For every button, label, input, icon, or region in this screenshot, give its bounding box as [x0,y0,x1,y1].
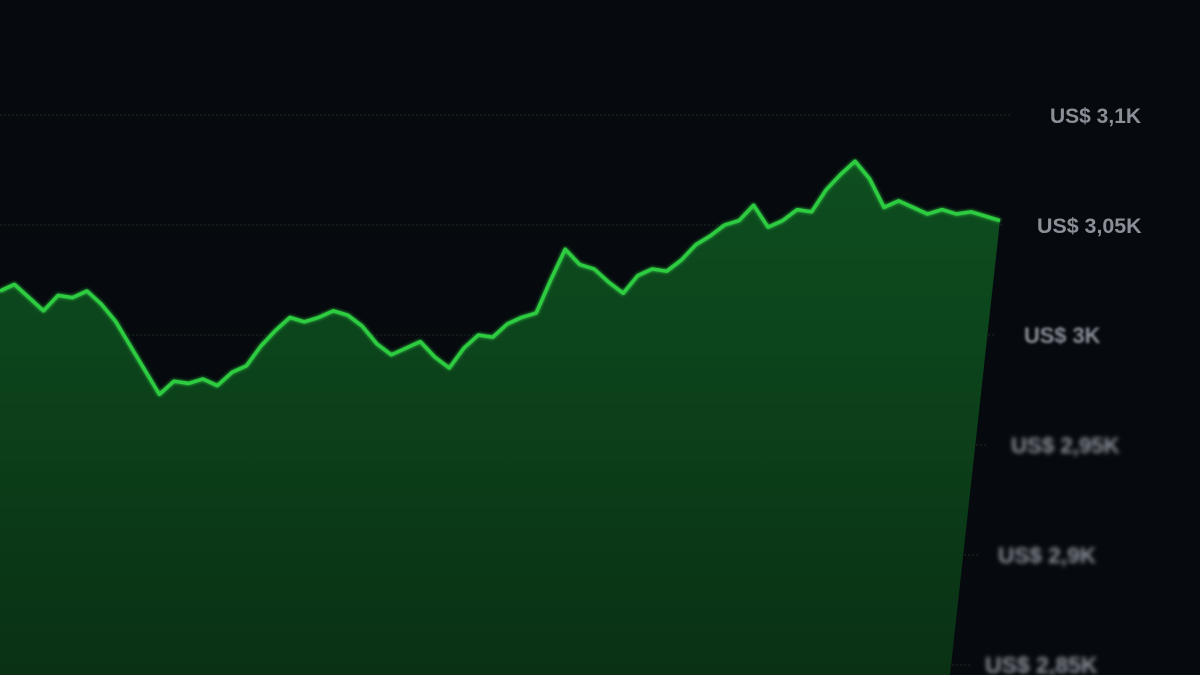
y-tick-label: US$ 3,05K [1037,214,1142,238]
y-tick-label: US$ 3,1K [1050,105,1141,128]
area-fill [0,161,1000,675]
y-tick-label: US$ 3K [1024,323,1101,348]
price-line [0,159,1001,397]
y-tick-label: US$ 2,9K [998,543,1097,568]
y-tick-label: US$ 2,85K [985,652,1098,675]
y-tick-label: US$ 2,95K [1011,433,1120,458]
